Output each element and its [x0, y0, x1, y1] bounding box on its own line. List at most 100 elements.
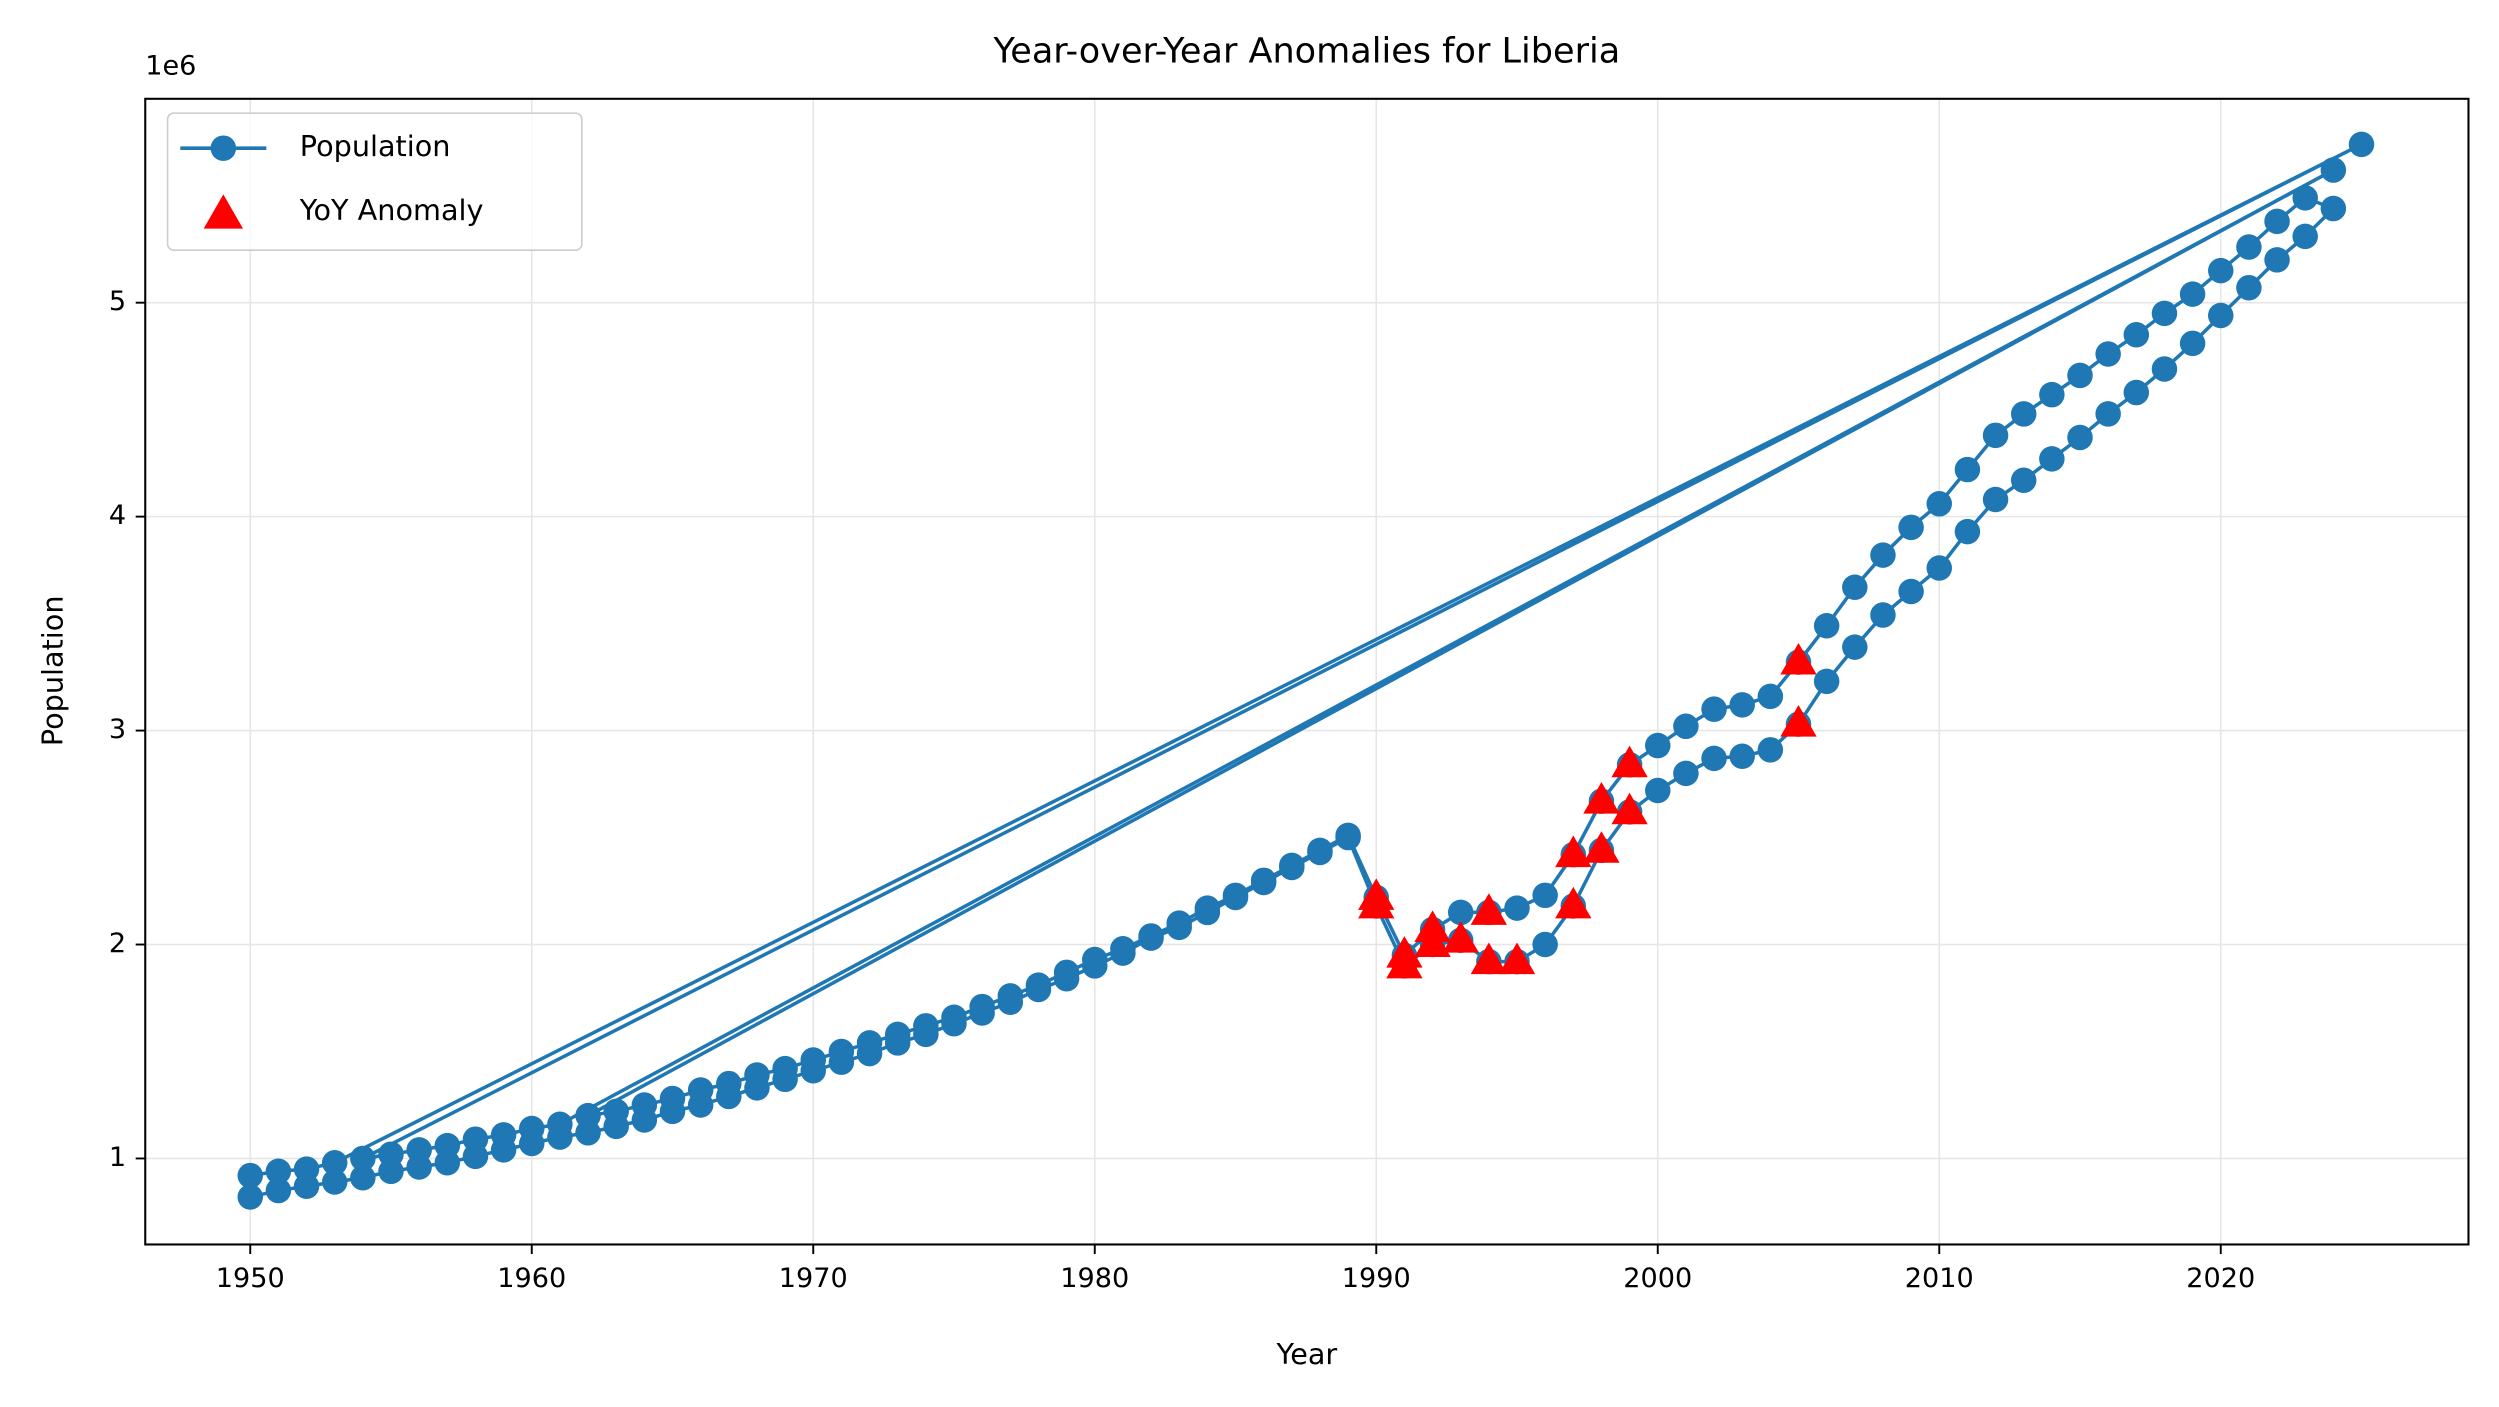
population-marker	[687, 1092, 714, 1118]
x-tick-label: 2020	[2186, 1263, 2255, 1294]
population-marker	[772, 1066, 798, 1093]
population-marker	[237, 1162, 263, 1189]
x-tick-label: 1980	[1060, 1263, 1129, 1294]
population-marker	[1982, 422, 2009, 449]
population-marker	[1954, 456, 1981, 483]
population-marker	[2179, 330, 2206, 357]
population-marker	[1701, 745, 1727, 772]
grid	[145, 98, 2469, 1245]
population-marker	[1335, 824, 1361, 851]
population-marker	[997, 989, 1024, 1016]
population-marker	[659, 1098, 686, 1125]
population-marker	[631, 1107, 658, 1133]
population-marker	[237, 1184, 263, 1210]
anomaly-marker	[1358, 886, 1395, 919]
anomaly-marker	[1583, 782, 1620, 814]
population-marker	[434, 1149, 461, 1176]
population-marker	[350, 1164, 376, 1191]
population-marker	[1842, 574, 1868, 600]
population-marker	[1701, 696, 1727, 722]
y-tick-label: 4	[109, 500, 126, 531]
population-marker	[1166, 914, 1192, 941]
population-marker	[293, 1173, 320, 1200]
population-marker	[2320, 157, 2347, 183]
population-marker	[2095, 401, 2121, 427]
population-marker	[2151, 356, 2178, 382]
legend-marker	[210, 135, 237, 161]
population-marker	[1279, 854, 1305, 881]
population-marker	[2095, 341, 2121, 367]
population-marker	[2292, 223, 2318, 250]
population-marker	[969, 1000, 995, 1026]
population-marker	[2010, 401, 2037, 427]
population-marker	[1532, 931, 1558, 958]
population-marker	[716, 1083, 742, 1110]
population-marker	[378, 1158, 404, 1185]
anomaly-marker	[1780, 642, 1817, 675]
y-tick-label: 3	[109, 714, 126, 745]
population-marker	[1898, 514, 1924, 541]
x-axis-label: Year	[1276, 1337, 1338, 1371]
population-marker	[575, 1120, 601, 1146]
population-marker	[1729, 692, 1755, 718]
population-marker	[913, 1021, 939, 1048]
population-marker	[1926, 555, 1953, 581]
population-marker	[1138, 925, 1164, 951]
population-marker	[265, 1158, 292, 1185]
population-marker	[1110, 940, 1136, 966]
population-marker	[856, 1040, 883, 1067]
legend-box	[166, 112, 583, 251]
population-marker	[800, 1057, 826, 1084]
population-marker	[1673, 713, 1699, 740]
population-marker	[1053, 966, 1080, 992]
y-axis-label: Population	[35, 596, 69, 747]
x-tick-label: 1950	[216, 1263, 285, 1294]
population-marker	[2123, 322, 2150, 348]
axes-frame	[144, 97, 2470, 1246]
population-marker	[321, 1169, 348, 1195]
population-marker	[1757, 683, 1784, 710]
population-marker	[406, 1154, 432, 1180]
anomaly-marker	[1583, 831, 1620, 863]
population-marker	[2208, 257, 2234, 284]
y-tick-label: 1	[109, 1142, 126, 1173]
population-marker	[1842, 634, 1868, 660]
anomaly-marker	[1498, 942, 1536, 975]
anomaly-marker	[1611, 792, 1648, 825]
population-marker	[828, 1049, 855, 1075]
population-marker	[1645, 732, 1671, 759]
x-tick-label: 1990	[1342, 1263, 1411, 1294]
plot-area	[237, 131, 2375, 1210]
population-marker	[2039, 381, 2065, 408]
anomaly-marker	[1780, 705, 1817, 737]
population-marker	[462, 1143, 489, 1170]
population-marker	[1447, 899, 1474, 926]
population-marker	[1025, 976, 1052, 1003]
anomaly-marker	[1470, 893, 1508, 925]
anomaly-marker	[1414, 925, 1451, 957]
population-marker	[2208, 302, 2234, 329]
population-marker	[603, 1113, 629, 1140]
legend: Population YoY Anomaly	[166, 112, 583, 251]
population-marker	[2010, 467, 2037, 494]
anomaly-marker	[1470, 942, 1508, 975]
population-marker	[2039, 446, 2065, 472]
population-marker	[1250, 869, 1277, 896]
population-marker	[1222, 884, 1249, 911]
population-marker	[1082, 953, 1108, 979]
legend-marker	[203, 194, 244, 229]
population-marker	[490, 1137, 517, 1163]
anomaly-marker	[1611, 745, 1648, 778]
population-marker	[1982, 486, 2009, 513]
population-marker	[1532, 882, 1558, 909]
population-marker	[2320, 195, 2347, 222]
legend-label: Population	[300, 129, 451, 163]
anomaly-marker	[1555, 835, 1592, 868]
population-marker	[2179, 281, 2206, 307]
chart-title: Year-over-Year Anomalies for Liberia	[993, 31, 1621, 72]
population-marker	[265, 1177, 292, 1204]
population-marker	[519, 1130, 545, 1157]
population-marker	[884, 1030, 911, 1056]
population-marker	[1954, 518, 1981, 545]
